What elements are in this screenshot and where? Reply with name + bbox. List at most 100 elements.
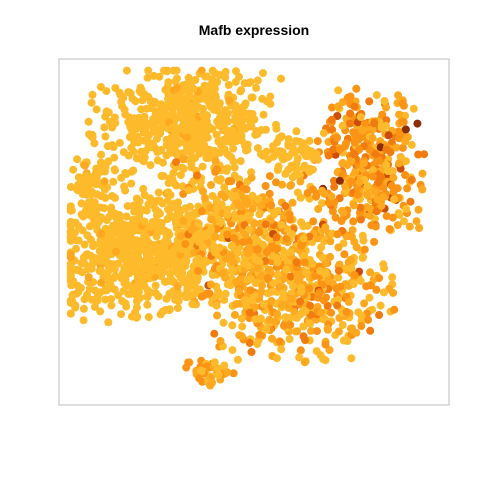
data-point (286, 248, 295, 257)
data-point (113, 223, 122, 231)
data-point (223, 230, 232, 239)
data-point (292, 258, 301, 267)
data-point (395, 210, 404, 219)
data-point (181, 204, 190, 213)
data-point (357, 322, 366, 330)
data-point (118, 297, 127, 306)
data-point (379, 288, 388, 297)
data-point (215, 99, 224, 108)
data-point (84, 273, 93, 282)
data-point (66, 183, 75, 191)
data-point (89, 204, 98, 213)
data-point (356, 215, 365, 224)
data-point (288, 173, 297, 182)
data-point (347, 264, 356, 273)
data-point (144, 313, 153, 322)
data-point (170, 86, 178, 95)
data-point (172, 66, 181, 75)
data-point (117, 97, 126, 106)
data-point (390, 305, 399, 314)
data-point (320, 189, 329, 198)
data-point (326, 237, 335, 246)
data-point (334, 102, 343, 111)
data-point (247, 296, 256, 305)
data-point (418, 169, 427, 178)
data-point (259, 300, 268, 309)
data-point (314, 155, 322, 164)
data-point (340, 250, 349, 259)
data-point (271, 317, 279, 326)
data-point (363, 181, 372, 190)
data-point (328, 103, 336, 112)
data-point (259, 69, 267, 78)
data-point (264, 155, 273, 164)
data-point (68, 291, 77, 300)
data-point (241, 296, 249, 304)
data-point (255, 228, 264, 236)
data-point (371, 187, 380, 196)
data-point (368, 172, 377, 181)
data-point (165, 174, 174, 183)
data-point (267, 296, 276, 305)
data-point (120, 249, 129, 258)
data-point (349, 280, 358, 288)
data-point (92, 105, 101, 114)
data-point (259, 110, 268, 119)
data-point (152, 232, 161, 241)
data-point (78, 190, 87, 199)
data-point (275, 337, 284, 346)
data-point (157, 100, 166, 109)
data-point (278, 300, 286, 309)
data-point (280, 321, 288, 330)
data-point (220, 183, 229, 192)
data-point (182, 121, 191, 130)
data-point (366, 204, 375, 213)
data-point (76, 284, 85, 292)
data-point (224, 109, 232, 118)
data-point (313, 293, 322, 302)
data-point (233, 248, 242, 257)
data-point (350, 138, 359, 147)
data-point (151, 109, 160, 118)
points-layer (66, 66, 429, 390)
data-point (116, 90, 125, 99)
data-point (358, 231, 367, 240)
data-point (162, 151, 171, 160)
data-point (214, 117, 223, 126)
data-point (253, 340, 262, 348)
data-point (220, 361, 229, 370)
data-point (389, 288, 398, 297)
data-point (251, 255, 260, 264)
data-point (349, 217, 358, 226)
data-point (234, 135, 243, 144)
data-point (259, 240, 267, 249)
data-point (81, 171, 90, 180)
data-point (267, 201, 276, 210)
data-point (174, 243, 183, 252)
data-point (188, 212, 197, 221)
data-point (165, 289, 174, 298)
data-point (162, 135, 171, 144)
data-point (109, 177, 118, 186)
data-point (253, 76, 262, 85)
data-point (122, 212, 131, 221)
data-point (211, 248, 220, 257)
data-point (189, 84, 198, 93)
data-point (347, 156, 356, 165)
data-point (308, 185, 317, 194)
data-point (258, 281, 266, 290)
data-point (286, 272, 295, 281)
data-point (80, 240, 89, 249)
data-point (142, 251, 151, 260)
data-point (402, 204, 410, 213)
data-point (287, 230, 296, 239)
data-point (242, 185, 251, 194)
data-point (366, 281, 375, 290)
data-point (107, 295, 116, 304)
data-point (297, 283, 305, 292)
data-point (321, 340, 330, 349)
data-point (229, 157, 238, 166)
data-point (245, 338, 254, 347)
data-point (366, 268, 375, 277)
data-point (184, 186, 193, 195)
